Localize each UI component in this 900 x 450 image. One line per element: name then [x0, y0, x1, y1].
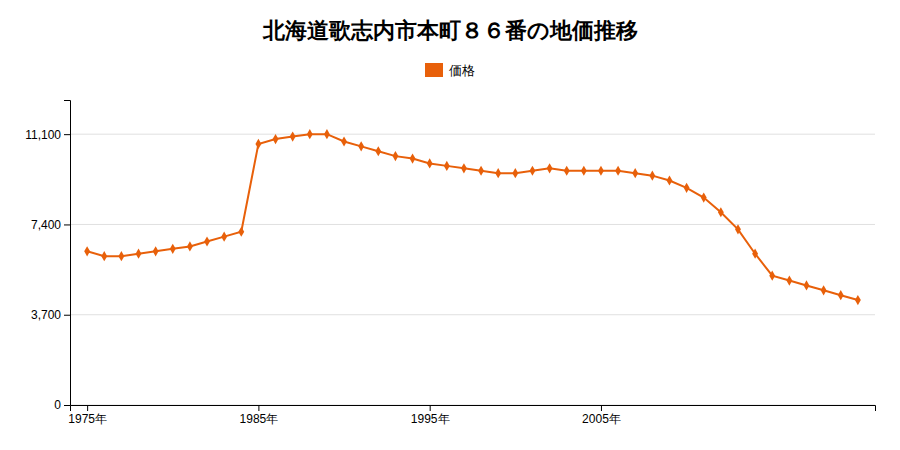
tick: 1995年	[411, 405, 450, 426]
legend: 価格	[425, 63, 475, 78]
chart: 1975年 1985年 1995年 2005年 0 3,700 7,400 11,100 北海道…	[0, 0, 900, 450]
tick-label: 0	[54, 398, 61, 412]
marker	[804, 280, 810, 290]
tick: 2005年	[582, 405, 621, 426]
marker	[307, 129, 313, 139]
tick-mark	[601, 405, 602, 411]
legend-label: 価格	[449, 63, 475, 78]
tick-mark	[430, 405, 431, 411]
tick-label: 3,700	[31, 308, 61, 322]
marker	[290, 132, 296, 142]
marker	[615, 166, 621, 176]
grid-line	[70, 134, 875, 135]
tick-mark	[258, 405, 259, 411]
tick: 1985年	[240, 405, 279, 426]
marker	[667, 175, 673, 185]
marker	[341, 136, 347, 146]
marker	[101, 251, 107, 261]
marker	[838, 290, 844, 300]
marker	[410, 153, 416, 163]
marker	[170, 244, 176, 254]
marker	[221, 232, 227, 242]
marker	[136, 249, 142, 259]
tick-label: 1975年	[68, 412, 107, 426]
marker	[752, 249, 758, 259]
marker	[461, 163, 467, 173]
marker	[444, 161, 450, 171]
tick-label: 11,100	[25, 128, 61, 142]
x-axis: 1975年 1985年 1995年 2005年	[68, 405, 875, 426]
marker	[153, 246, 159, 256]
marker	[821, 285, 827, 295]
marker	[512, 168, 518, 178]
marker	[238, 227, 244, 237]
y-axis: 0 3,700 7,400 11,100	[25, 101, 70, 413]
marker	[684, 183, 690, 193]
tick-label: 2005年	[582, 412, 621, 426]
tick-label: 7,400	[31, 218, 61, 232]
marker	[564, 166, 570, 176]
marker	[769, 271, 775, 281]
marker	[255, 139, 261, 149]
axis-line	[64, 101, 71, 406]
marker	[324, 129, 330, 139]
tick-label: 1995年	[411, 412, 450, 426]
line	[87, 134, 858, 300]
series-area	[84, 129, 861, 305]
marker	[547, 163, 553, 173]
tick: 1975年	[68, 405, 107, 426]
marker	[581, 166, 587, 176]
grid-line	[70, 314, 875, 315]
marker	[530, 166, 536, 176]
legend-item: 価格	[425, 63, 475, 78]
tick-mark	[64, 134, 70, 135]
tick-label: 1985年	[240, 412, 279, 426]
marker	[273, 134, 279, 144]
marker	[598, 166, 604, 176]
tick: 3,700	[31, 308, 70, 322]
marker	[786, 275, 792, 285]
tick: 11,100	[25, 128, 70, 142]
tick: 0	[54, 398, 70, 412]
marker	[187, 241, 193, 251]
grid	[70, 134, 875, 405]
axis-line	[71, 406, 876, 412]
marker	[735, 224, 741, 234]
grid-line	[70, 224, 875, 225]
marker	[427, 158, 433, 168]
marker	[478, 166, 484, 176]
marker	[375, 146, 381, 156]
marker	[855, 295, 861, 305]
marker	[392, 151, 398, 161]
tick: 7,400	[31, 218, 70, 232]
plot: 1975年 1985年 1995年 2005年 0 3,700 7,400 11,100	[25, 101, 875, 426]
title: 北海道歌志内市本町８６番の地価推移	[262, 18, 638, 43]
marker	[84, 246, 90, 256]
marker	[358, 141, 364, 151]
legend-swatch	[425, 63, 443, 77]
tick-mark	[64, 315, 70, 316]
tick-mark	[64, 405, 70, 406]
marker	[718, 207, 724, 217]
tick-mark	[87, 405, 88, 411]
marker	[632, 168, 638, 178]
tick-mark	[64, 224, 70, 225]
marker	[204, 236, 210, 246]
marker	[701, 193, 707, 203]
marker	[495, 168, 501, 178]
marker	[118, 251, 124, 261]
marker	[649, 171, 655, 181]
